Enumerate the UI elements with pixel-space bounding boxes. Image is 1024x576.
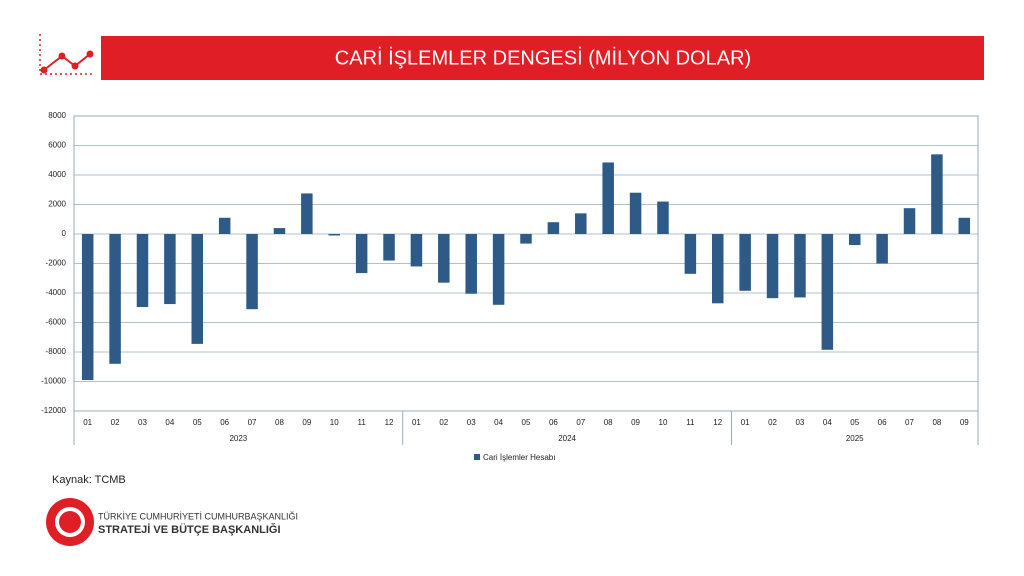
y-tick-label: -2000 [46, 259, 67, 268]
bar [410, 234, 423, 267]
x-tick-label: 08 [604, 418, 613, 427]
x-tick-label: 12 [713, 418, 722, 427]
x-tick-label: 09 [302, 418, 311, 427]
bar [602, 162, 614, 234]
x-tick-label: 03 [795, 418, 804, 427]
x-tick-label: 11 [686, 418, 695, 427]
footer-line1: TÜRKİYE CUMHURİYETİ CUMHURBAŞKANLIĞI [98, 511, 298, 521]
title-icon [39, 34, 94, 75]
bar [109, 234, 121, 364]
x-tick-label: 07 [905, 418, 914, 427]
x-tick-label: 01 [83, 418, 92, 427]
bar [712, 234, 724, 304]
y-tick-label: 8000 [48, 111, 66, 120]
bar [657, 201, 669, 234]
x-tick-label: 06 [220, 418, 229, 427]
bar [794, 234, 806, 298]
y-tick-label: -6000 [46, 318, 67, 327]
bar [766, 234, 779, 299]
x-tick-label: 04 [494, 418, 503, 427]
bar [273, 228, 286, 234]
bar [547, 222, 560, 234]
x-tick-label: 08 [275, 418, 284, 427]
x-tick-label: 05 [522, 418, 531, 427]
x-tick-label: 10 [330, 418, 339, 427]
x-tick-label: 02 [439, 418, 448, 427]
bar [438, 234, 450, 283]
x-tick-label: 05 [850, 418, 859, 427]
x-tick-label: 04 [165, 418, 174, 427]
x-tick-label: 12 [385, 418, 394, 427]
x-tick-label: 02 [768, 418, 777, 427]
x-tick-label: 01 [741, 418, 750, 427]
bar [492, 234, 505, 305]
y-tick-label: -12000 [41, 406, 66, 415]
x-tick-label: 02 [111, 418, 120, 427]
bar [575, 213, 587, 234]
y-tick-label: -8000 [46, 347, 67, 356]
x-group-label: 2024 [558, 434, 576, 443]
y-tick-label: 0 [62, 229, 67, 238]
bar [328, 234, 340, 236]
bar [136, 234, 149, 308]
x-tick-label: 09 [631, 418, 640, 427]
x-tick-label: 03 [138, 418, 147, 427]
x-tick-label: 05 [193, 418, 202, 427]
bar [931, 154, 943, 234]
bar [821, 234, 834, 350]
x-tick-label: 09 [960, 418, 969, 427]
legend-label: Cari İşlemler Hesabı [483, 453, 555, 462]
bar [739, 234, 751, 291]
x-tick-label: 10 [659, 418, 668, 427]
bar [958, 217, 971, 234]
y-tick-label: -10000 [41, 377, 66, 386]
x-group-label: 2023 [229, 434, 247, 443]
bar [218, 217, 231, 234]
bar [520, 234, 532, 244]
bar [81, 234, 94, 381]
legend-swatch [474, 454, 480, 460]
bar [465, 234, 477, 294]
x-group-label: 2025 [846, 434, 864, 443]
x-tick-label: 01 [412, 418, 421, 427]
bar [383, 234, 395, 261]
y-tick-label: -4000 [46, 288, 67, 297]
bar [876, 234, 888, 264]
x-tick-label: 06 [549, 418, 558, 427]
x-tick-label: 07 [248, 418, 257, 427]
bar [629, 192, 642, 234]
x-tick-label: 03 [467, 418, 476, 427]
bar [684, 234, 697, 274]
x-tick-label: 04 [823, 418, 832, 427]
y-tick-label: 2000 [48, 200, 66, 209]
chart-title: CARİ İŞLEMLER DENGESİ (MİLYON DOLAR) [335, 46, 751, 69]
x-tick-label: 08 [932, 418, 941, 427]
footer-line2: STRATEJİ VE BÜTÇE BAŞKANLIĞI [98, 523, 281, 536]
y-tick-label: 4000 [48, 170, 66, 179]
bar [301, 193, 313, 234]
bar [355, 234, 368, 274]
bar [848, 234, 861, 246]
bar [246, 234, 258, 310]
x-tick-label: 11 [357, 418, 366, 427]
bar [903, 208, 916, 234]
source: Kaynak: TCMB [52, 474, 126, 486]
logo [46, 498, 94, 546]
title-bar [101, 36, 984, 80]
bar [191, 234, 204, 344]
y-tick-label: 6000 [48, 141, 66, 150]
x-tick-label: 07 [576, 418, 585, 427]
bar [164, 234, 176, 305]
x-tick-label: 06 [878, 418, 887, 427]
